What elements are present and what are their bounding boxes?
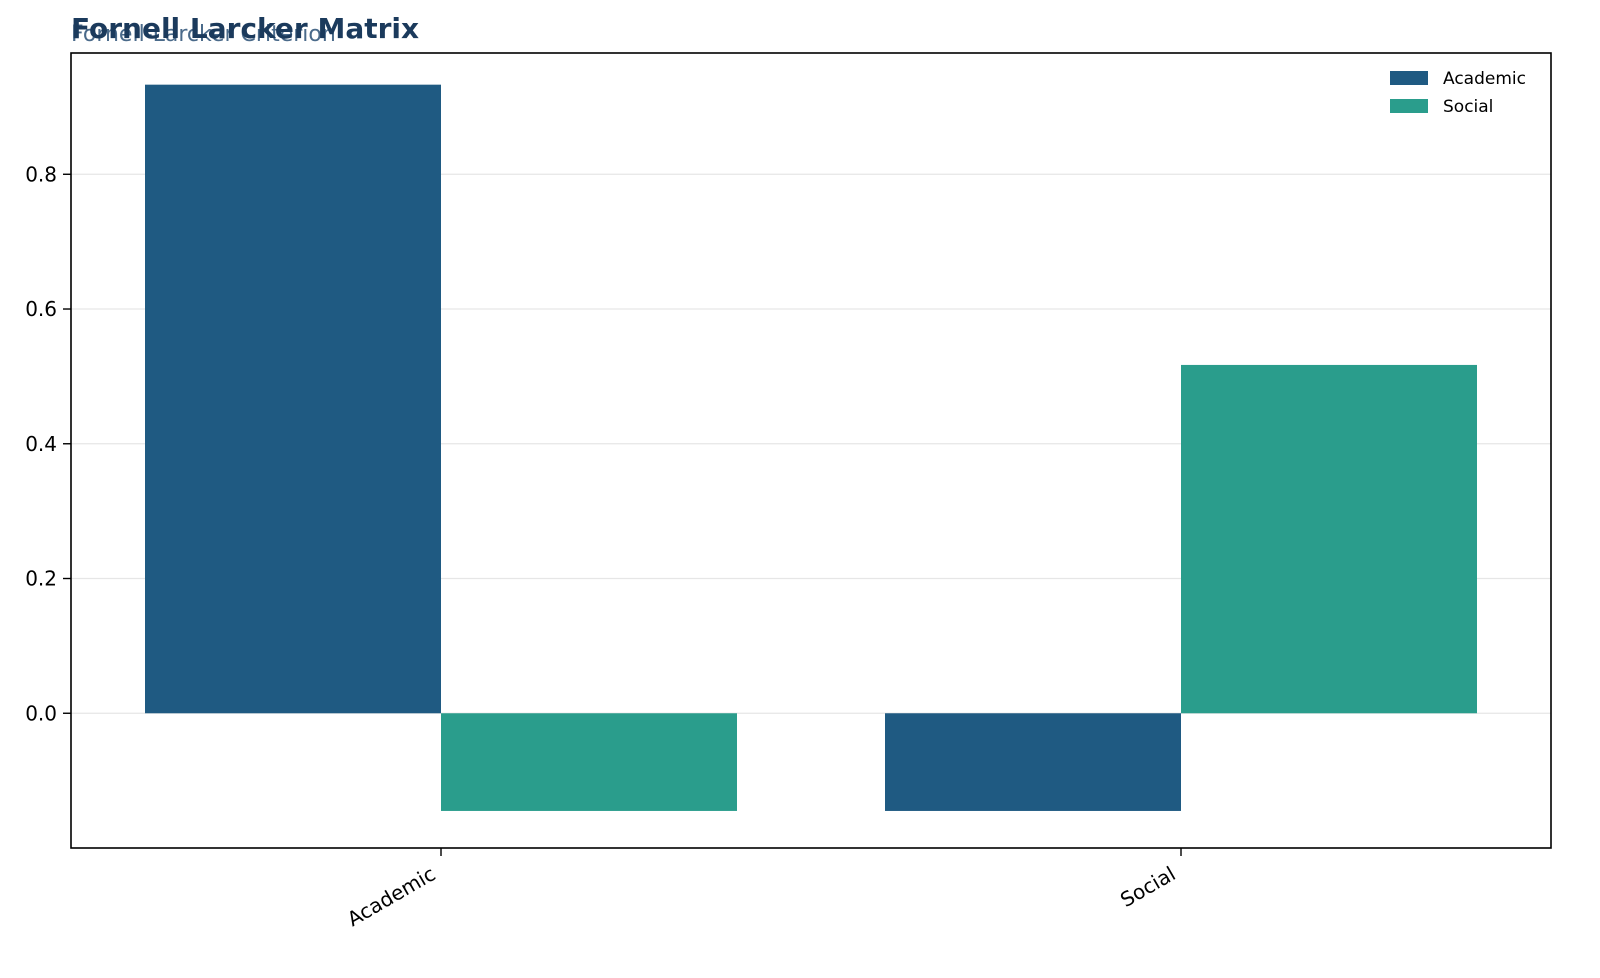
legend-swatch-academic bbox=[1390, 71, 1428, 85]
bars bbox=[145, 84, 1477, 811]
x-axis: Academic Social bbox=[343, 848, 1182, 932]
bar-social-social bbox=[1181, 364, 1477, 714]
y-tick-label: 0.2 bbox=[25, 567, 57, 591]
x-tick-label: Academic bbox=[343, 862, 440, 932]
y-tick-label: 0.0 bbox=[25, 701, 57, 725]
bar-social-academic bbox=[441, 713, 737, 811]
chart-title: Fornell Larcker Matrix bbox=[71, 12, 419, 45]
legend-label-social: Social bbox=[1443, 97, 1493, 117]
legend-label-academic: Academic bbox=[1443, 69, 1526, 89]
chart-subtitle: Fornell-Larcker Criterion bbox=[71, 22, 336, 47]
legend-swatch-social bbox=[1390, 99, 1428, 113]
y-axis: 0.0 0.2 0.4 0.6 0.8 bbox=[25, 162, 71, 725]
bar-academic-academic bbox=[145, 84, 441, 714]
legend: Academic Social bbox=[1390, 69, 1526, 117]
plot-frame bbox=[70, 52, 1552, 849]
y-tick-label: 0.6 bbox=[25, 297, 57, 321]
y-tick-label: 0.4 bbox=[25, 432, 57, 456]
x-tick-label: Social bbox=[1116, 862, 1179, 912]
bar-academic-social bbox=[885, 713, 1181, 811]
y-tick-label: 0.8 bbox=[25, 162, 57, 186]
